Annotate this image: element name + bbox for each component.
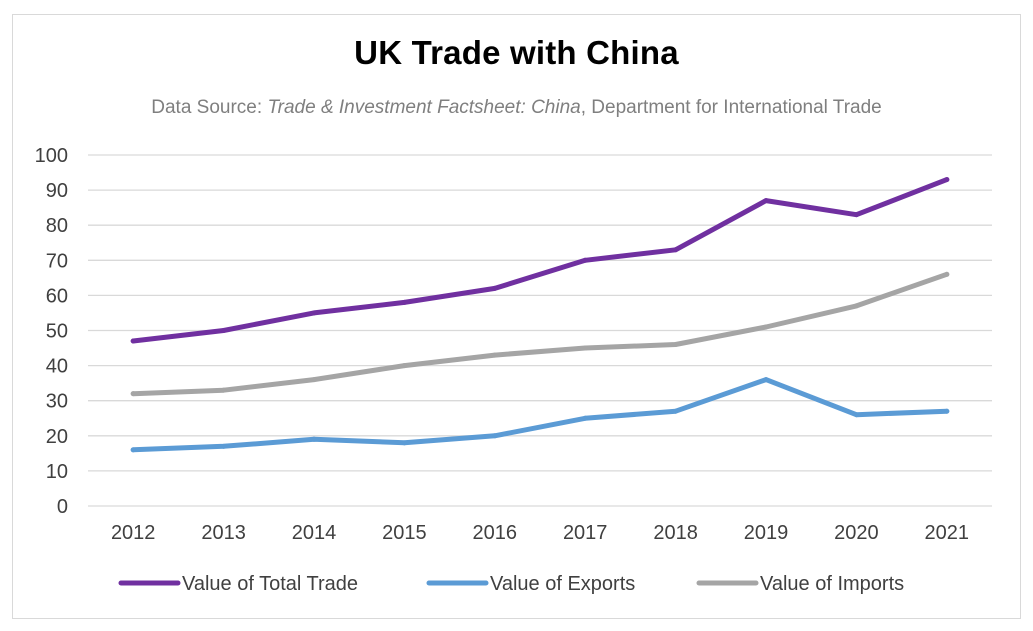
- data-point-value-of-exports-2021: [944, 408, 950, 414]
- data-point-value-of-imports-2015: [401, 363, 407, 369]
- data-point-value-of-exports-2017: [582, 415, 588, 421]
- y-tick-label-90: 90: [46, 180, 68, 202]
- legend-label-value-of-total-trade: Value of Total Trade: [182, 573, 358, 595]
- y-tick-label-20: 20: [46, 426, 68, 448]
- chart-frame: [12, 14, 1021, 619]
- x-tick-label-2016: 2016: [473, 522, 518, 544]
- data-point-value-of-total-trade-2021: [944, 177, 950, 183]
- y-tick-label-0: 0: [57, 496, 68, 518]
- y-tick-label-10: 10: [46, 461, 68, 483]
- x-tick-label-2017: 2017: [563, 522, 608, 544]
- subtitle-source-title: Trade & Investment Factsheet: China: [267, 97, 581, 118]
- data-point-value-of-imports-2021: [944, 271, 950, 277]
- x-tick-label-2019: 2019: [744, 522, 789, 544]
- data-point-value-of-total-trade-2018: [673, 247, 679, 253]
- legend-label-value-of-imports: Value of Imports: [760, 573, 904, 595]
- x-tick-label-2020: 2020: [834, 522, 879, 544]
- data-point-value-of-exports-2018: [673, 408, 679, 414]
- x-tick-label-2012: 2012: [111, 522, 156, 544]
- x-tick-label-2014: 2014: [292, 522, 337, 544]
- data-point-value-of-exports-2014: [311, 436, 317, 442]
- data-point-value-of-exports-2016: [492, 433, 498, 439]
- y-tick-label-80: 80: [46, 215, 68, 237]
- chart-subtitle: Data Source: Trade & Investment Factshee…: [0, 97, 1033, 119]
- data-point-value-of-imports-2014: [311, 377, 317, 383]
- data-point-value-of-total-trade-2020: [853, 212, 859, 218]
- subtitle-prefix: Data Source:: [151, 97, 268, 118]
- data-point-value-of-imports-2019: [763, 324, 769, 330]
- data-point-value-of-total-trade-2017: [582, 257, 588, 263]
- y-tick-label-50: 50: [46, 321, 68, 343]
- x-tick-label-2015: 2015: [382, 522, 427, 544]
- data-point-value-of-total-trade-2019: [763, 198, 769, 204]
- data-point-value-of-total-trade-2016: [492, 285, 498, 291]
- data-point-value-of-exports-2020: [853, 412, 859, 418]
- data-point-value-of-total-trade-2015: [401, 299, 407, 305]
- series-line-value-of-total-trade: [130, 177, 950, 344]
- y-tick-label-100: 100: [35, 145, 68, 167]
- data-point-value-of-exports-2019: [763, 377, 769, 383]
- subtitle-suffix: , Department for International Trade: [580, 97, 882, 118]
- series-line-value-of-exports: [130, 377, 950, 453]
- x-tick-label-2013: 2013: [201, 522, 246, 544]
- data-point-value-of-imports-2012: [130, 391, 136, 397]
- y-tick-label-40: 40: [46, 356, 68, 378]
- y-tick-label-70: 70: [46, 250, 68, 272]
- data-point-value-of-total-trade-2014: [311, 310, 317, 316]
- data-point-value-of-exports-2013: [221, 443, 227, 449]
- x-tick-label-2018: 2018: [653, 522, 698, 544]
- data-point-value-of-total-trade-2012: [130, 338, 136, 344]
- data-point-value-of-exports-2015: [401, 440, 407, 446]
- series-line-value-of-imports: [130, 271, 950, 397]
- y-tick-label-60: 60: [46, 285, 68, 307]
- legend-label-value-of-exports: Value of Exports: [490, 573, 635, 595]
- data-point-value-of-total-trade-2013: [221, 328, 227, 333]
- data-point-value-of-imports-2016: [492, 352, 498, 358]
- data-point-value-of-exports-2012: [130, 447, 136, 453]
- data-point-value-of-imports-2020: [853, 303, 859, 309]
- data-point-value-of-imports-2013: [221, 387, 227, 393]
- x-tick-label-2021: 2021: [925, 522, 970, 544]
- data-point-value-of-imports-2018: [673, 342, 679, 348]
- y-tick-label-30: 30: [46, 391, 68, 413]
- chart-title: UK Trade with China: [354, 34, 679, 71]
- data-point-value-of-imports-2017: [582, 345, 588, 351]
